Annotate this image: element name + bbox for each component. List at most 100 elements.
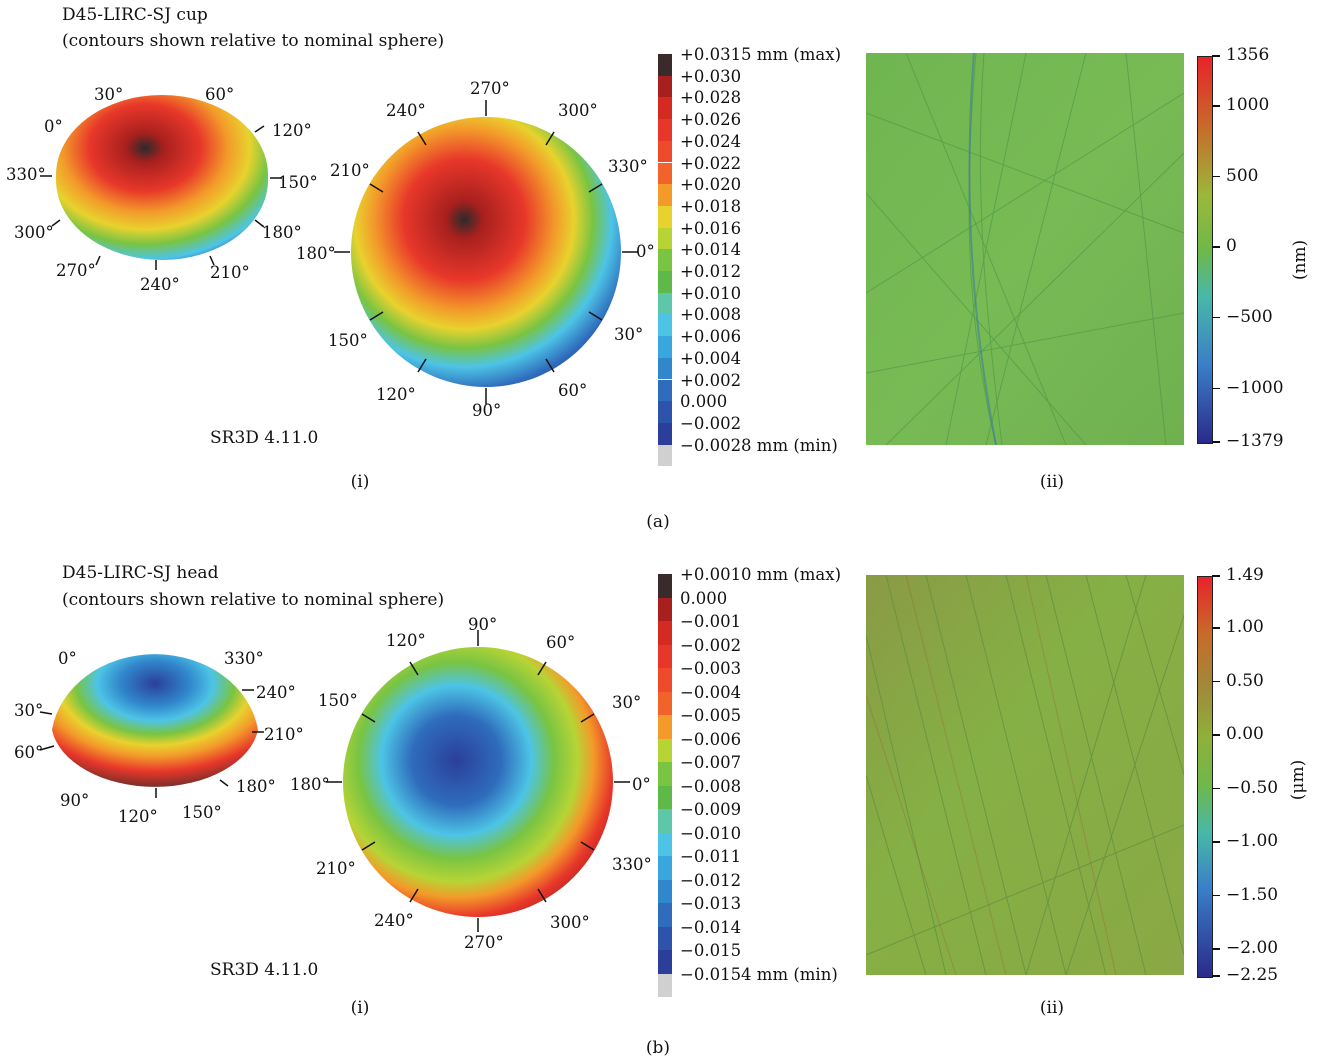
legend-label: +0.018 <box>680 196 742 216</box>
legend-swatch <box>658 903 672 927</box>
colorbar-tick-label: −500 <box>1226 306 1273 327</box>
legend-label: −0.005 <box>680 706 742 725</box>
angle-label: 300° <box>550 913 590 932</box>
legend-swatch <box>658 140 672 163</box>
legend-swatch <box>658 336 672 358</box>
panel-b-small-sphere: 0° 330° 240° 30° 210° 60° 180° 90° 120° … <box>14 649 304 826</box>
angle-label: 0° <box>58 649 77 668</box>
angle-label: 30° <box>94 85 123 104</box>
head-hemisphere-contour <box>52 654 258 787</box>
legend-label: +0.022 <box>680 153 742 173</box>
panel-a-large-sphere: 270° 240° 300° 210° 330° 180° 0° 150° 30… <box>296 79 655 420</box>
colorbar-tick <box>1212 680 1220 683</box>
legend-label: −0.013 <box>680 894 742 913</box>
colorbar-tick <box>1212 316 1220 319</box>
legend-label: +0.028 <box>680 88 742 108</box>
legend-swatch <box>658 314 672 337</box>
legend-label: 0.000 <box>680 392 728 412</box>
legend-swatch <box>658 621 672 645</box>
legend-swatch <box>658 762 672 786</box>
legend-label: −0.002 <box>680 413 742 433</box>
angle-label: 30° <box>614 325 643 344</box>
legend-label: −0.009 <box>680 800 742 819</box>
angle-label: 0° <box>636 242 655 261</box>
panel-a-title-line1: D45-LIRC-SJ cup <box>62 5 208 25</box>
panel-a-colorbar-unit: (nm) <box>1290 239 1311 281</box>
legend-swatch <box>658 738 672 762</box>
legend-swatch <box>658 379 672 402</box>
colorbar-tick-label: −0.50 <box>1226 777 1279 798</box>
legend-swatch <box>658 973 672 997</box>
legend-swatch <box>658 926 672 950</box>
legend-label: +0.0010 mm (max) <box>680 565 842 584</box>
legend-swatch <box>658 668 672 692</box>
angle-label: 330° <box>608 157 648 176</box>
colorbar-tick <box>1212 948 1220 950</box>
cup-hemisphere-contour <box>56 95 268 260</box>
legend-swatch <box>658 444 672 467</box>
angle-label: 330° <box>6 165 46 184</box>
angle-label: 60° <box>14 743 43 762</box>
panel-b-colorbar <box>1197 576 1213 978</box>
colorbar-tick <box>1212 175 1220 178</box>
colorbar-tick <box>1212 734 1220 736</box>
panel-b-title-line2: (contours shown relative to nominal sphe… <box>62 590 445 610</box>
angle-label: 240° <box>256 683 296 702</box>
legend-label: +0.008 <box>680 305 742 325</box>
angle-label: 270° <box>56 261 96 280</box>
legend-label: −0.004 <box>680 682 742 702</box>
legend-label: −0.002 <box>680 635 742 655</box>
legend-swatch <box>658 422 672 445</box>
legend-swatch <box>658 644 672 668</box>
legend-label: −0.006 <box>680 729 742 749</box>
legend-label: −0.015 <box>680 941 742 960</box>
legend-label: −0.008 <box>680 776 742 796</box>
colorbar-tick-label: 0.00 <box>1226 724 1264 745</box>
angle-label: 150° <box>182 803 222 822</box>
colorbar-tick-label: 500 <box>1226 165 1259 186</box>
colorbar-tick-label: 0 <box>1226 236 1237 257</box>
legend-label: +0.014 <box>680 240 742 260</box>
legend-swatch <box>658 205 672 228</box>
legend-swatch <box>658 856 672 880</box>
angle-label: 60° <box>546 633 575 652</box>
angle-label: 180° <box>290 775 330 794</box>
panel-b-large-sphere: 90° 120° 60° 150° 30° 180° 0° 210° 330° … <box>290 615 652 952</box>
panel-b-surface-image <box>866 575 1184 975</box>
angle-label: 120° <box>118 807 158 826</box>
panel-a-sub-i: (i) <box>350 472 370 492</box>
angle-label: 180° <box>236 777 276 796</box>
colorbar-tick <box>1212 575 1220 577</box>
angle-label: 240° <box>374 911 414 930</box>
colorbar-tick-label: 1356 <box>1226 45 1270 65</box>
angle-label: 0° <box>632 775 651 794</box>
legend-swatch <box>658 271 672 293</box>
legend-swatch <box>658 75 672 98</box>
angle-label: 30° <box>14 701 43 720</box>
legend-swatch <box>658 785 672 809</box>
legend-label: 0.000 <box>680 588 728 608</box>
angle-label: 330° <box>224 649 264 668</box>
colorbar-tick-label: 0.50 <box>1226 670 1264 691</box>
angle-label: 300° <box>14 223 54 242</box>
panel-b-sub-i: (i) <box>350 998 370 1018</box>
angle-label: 120° <box>386 631 426 650</box>
panel-a-sub-ii: (ii) <box>1039 472 1065 492</box>
angle-label: 120° <box>272 121 312 140</box>
legend-label: +0.024 <box>680 131 742 151</box>
legend-label: +0.010 <box>680 283 742 303</box>
legend-swatch <box>658 597 672 621</box>
colorbar-tick-label: −1.00 <box>1226 831 1279 852</box>
angle-label: 90° <box>60 791 89 810</box>
colorbar-tick-label: −1000 <box>1226 377 1284 398</box>
legend-label: +0.012 <box>680 262 742 281</box>
colorbar-tick <box>1212 55 1220 57</box>
colorbar-tick-label: 1.00 <box>1226 617 1264 638</box>
colorbar-tick-label: 1000 <box>1226 95 1270 116</box>
panel-a-title-line2: (contours shown relative to nominal sphe… <box>62 31 445 51</box>
colorbar-tick <box>1212 894 1220 897</box>
legend-swatch <box>658 292 672 315</box>
legend-label: +0.006 <box>680 327 742 347</box>
legend-swatch <box>658 715 672 739</box>
angle-label: 60° <box>558 381 587 400</box>
